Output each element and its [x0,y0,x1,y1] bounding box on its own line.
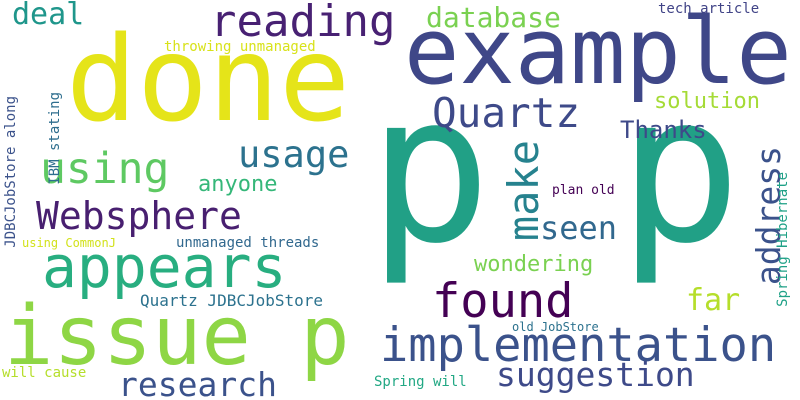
word-issue-p: issue p [4,289,350,384]
word-quartz-jdbcjobstore: Quartz JDBCJobStore [140,291,324,310]
word-old-jobstore: old JobStore [512,320,599,334]
word-seen: seen [540,209,618,247]
word-appears: appears [42,233,287,301]
word-unmanaged-threads: unmanaged threads [176,235,320,251]
word-quartz: Quartz [432,89,581,137]
word-throwing-unmanaged: throwing unmanaged [164,39,316,55]
word-tech-article: tech article [658,1,760,17]
word-make: make [499,140,548,242]
word-ibm-stating: IBM stating [47,92,63,185]
word-usage: usage [238,133,350,176]
word-spring-will: Spring will [374,374,467,390]
word-using: using [40,144,170,194]
word-suggestion: suggestion [496,355,695,394]
word-example: example [404,0,792,105]
word-thanks: Thanks [620,116,707,144]
word-p-right: p [618,51,742,289]
word-spring-hibernate: Spring Hibernate [775,172,791,307]
word-solution: solution [654,89,760,114]
word-plan-old: plan old [552,183,615,198]
word-deal: deal [12,0,85,32]
word-wondering: wondering [474,252,594,277]
word-far: far [686,283,741,318]
word-database: database [426,1,561,34]
word-done: done [66,10,351,148]
word-implementation: implementation [380,318,777,373]
word-anyone: anyone [198,172,278,197]
word-reading: reading [210,0,396,47]
word-research: research [118,365,277,400]
word-p-left: p [368,51,492,289]
word-websphere: Websphere [36,194,242,238]
word-found: found [432,274,574,329]
word-using-commonj: using CommonJ [22,236,116,250]
word-jdbcjobstore-along: JDBCJobStore along [3,96,19,248]
word-will-cause: will cause [2,365,87,381]
